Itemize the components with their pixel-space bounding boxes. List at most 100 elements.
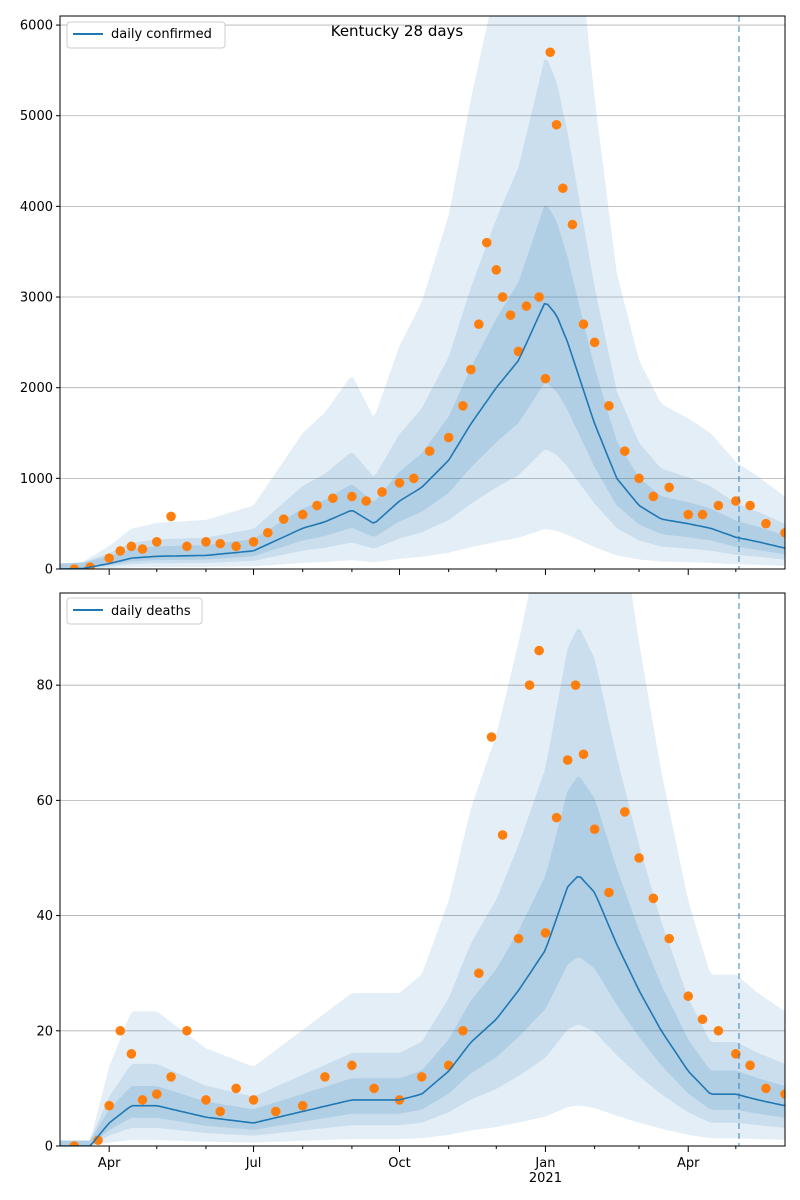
deaths-observed-point (182, 1025, 192, 1036)
confirmed-observed-point (328, 493, 338, 504)
deaths-observed-point (270, 1106, 281, 1117)
deaths-observed-point (604, 887, 614, 898)
confirmed-y-axis: 0 1000 2000 3000 4000 5000 6000 (20, 19, 60, 578)
figure-title: Kentucky 28 days (331, 22, 464, 40)
confirmed-observed-point (745, 500, 755, 511)
deaths-observed-point (570, 680, 581, 690)
confirmed-observed-point (394, 478, 405, 488)
confirmed-observed-point (278, 514, 289, 524)
confirmed-y-tick-label: 0 (45, 563, 53, 578)
confirmed-observed-point (697, 509, 708, 520)
deaths-observed-point (104, 1100, 114, 1111)
confirmed-observed-point (69, 564, 80, 569)
confirmed-y-tick-label: 5000 (20, 109, 53, 124)
confirmed-panel: 0 1000 2000 3000 4000 5000 6000 daily confirme… (20, 15, 786, 578)
confirmed-observed-point (619, 446, 630, 456)
deaths-y-axis: 0 20 40 60 80 (36, 679, 60, 1155)
confirmed-observed-point (104, 553, 114, 563)
deaths-bands (60, 593, 785, 1146)
deaths-y-tick-label: 40 (36, 909, 53, 924)
confirmed-observed-point (151, 537, 162, 547)
confirmed-observed-point (481, 237, 492, 248)
confirmed-y-tick-label: 4000 (20, 200, 53, 215)
confirmed-observed-point (182, 541, 192, 552)
deaths-y-tick-label: 20 (36, 1024, 53, 1039)
confirmed-observed-point (215, 538, 226, 549)
deaths-legend: daily deaths (66, 597, 203, 625)
deaths-observed-point (126, 1049, 137, 1059)
deaths-observed-point (562, 755, 573, 765)
confirmed-observed-point (312, 500, 322, 511)
deaths-observed-point (551, 812, 562, 823)
confirmed-x-ticks (108, 569, 737, 575)
confirmed-uncertainty-band-1 (60, 16, 785, 569)
confirmed-observed-point (578, 319, 589, 330)
deaths-observed-point (201, 1095, 211, 1105)
confirmed-observed-point (166, 511, 176, 522)
deaths-observed-point (745, 1060, 755, 1071)
confirmed-observed-point (664, 482, 674, 493)
deaths-observed-point (474, 968, 484, 978)
deaths-uncertainty-band-3 (60, 776, 785, 1146)
confirmed-observed-point (474, 319, 484, 330)
deaths-observed-point (731, 1049, 741, 1059)
deaths-observed-point (664, 933, 674, 944)
deaths-observed-point (458, 1025, 468, 1036)
confirmed-y-tick-label: 1000 (20, 472, 53, 487)
confirmed-observed-point (497, 292, 508, 302)
deaths-observed-point (648, 893, 659, 904)
confirmed-observed-point (115, 546, 126, 556)
deaths-observed-point (320, 1072, 330, 1082)
x-tick-label: Jul (245, 1156, 262, 1171)
confirmed-observed-point (761, 518, 771, 529)
confirmed-legend-label: daily confirmed (111, 27, 212, 42)
deaths-legend-box (66, 597, 203, 625)
confirmed-legend: daily confirmed (66, 21, 226, 49)
deaths-observed-point (297, 1100, 308, 1111)
deaths-observed-points (69, 645, 785, 1146)
confirmed-observed-point (780, 527, 785, 538)
confirmed-observed-point (443, 432, 454, 443)
confirmed-observed-point (683, 509, 694, 520)
confirmed-observed-point (201, 537, 211, 547)
confirmed-observed-point (648, 491, 659, 502)
deaths-y-tick-label: 0 (45, 1140, 53, 1155)
deaths-observed-point (634, 853, 644, 863)
x-tick-label: Apr (677, 1156, 700, 1171)
x-tick-label: Oct (388, 1156, 410, 1171)
deaths-observed-point (347, 1060, 357, 1071)
confirmed-observed-point (731, 496, 741, 506)
deaths-observed-point (137, 1095, 148, 1105)
confirmed-bands (60, 16, 785, 569)
deaths-observed-point (443, 1060, 454, 1071)
x-tick-sublabel: 2021 (529, 1171, 562, 1186)
deaths-observed-point (780, 1089, 785, 1099)
confirmed-observed-point (347, 491, 357, 502)
deaths-median-line (60, 875, 785, 1146)
confirmed-observed-point (231, 541, 241, 552)
deaths-observed-point (69, 1141, 80, 1146)
deaths-observed-point (683, 991, 694, 1002)
confirmed-observed-point (408, 473, 419, 484)
deaths-observed-point (93, 1135, 103, 1146)
confirmed-legend-box (66, 21, 226, 49)
deaths-observed-point (497, 830, 508, 840)
deaths-observed-point (540, 928, 551, 938)
confirmed-observed-point (424, 446, 435, 456)
confirmed-observed-point (466, 364, 476, 375)
confirmed-observed-point (248, 537, 259, 547)
deaths-observed-point (524, 680, 535, 690)
confirmed-observed-point (558, 183, 568, 194)
deaths-observed-point (166, 1072, 176, 1082)
deaths-observed-point (231, 1083, 241, 1094)
confirmed-observed-point (634, 473, 644, 484)
deaths-observed-point (215, 1106, 226, 1117)
confirmed-y-tick-label: 6000 (20, 19, 53, 34)
deaths-uncertainty-band-1 (60, 593, 785, 1146)
confirmed-observed-point (521, 301, 532, 311)
deaths-observed-point (589, 824, 600, 834)
deaths-legend-label: daily deaths (111, 604, 191, 619)
